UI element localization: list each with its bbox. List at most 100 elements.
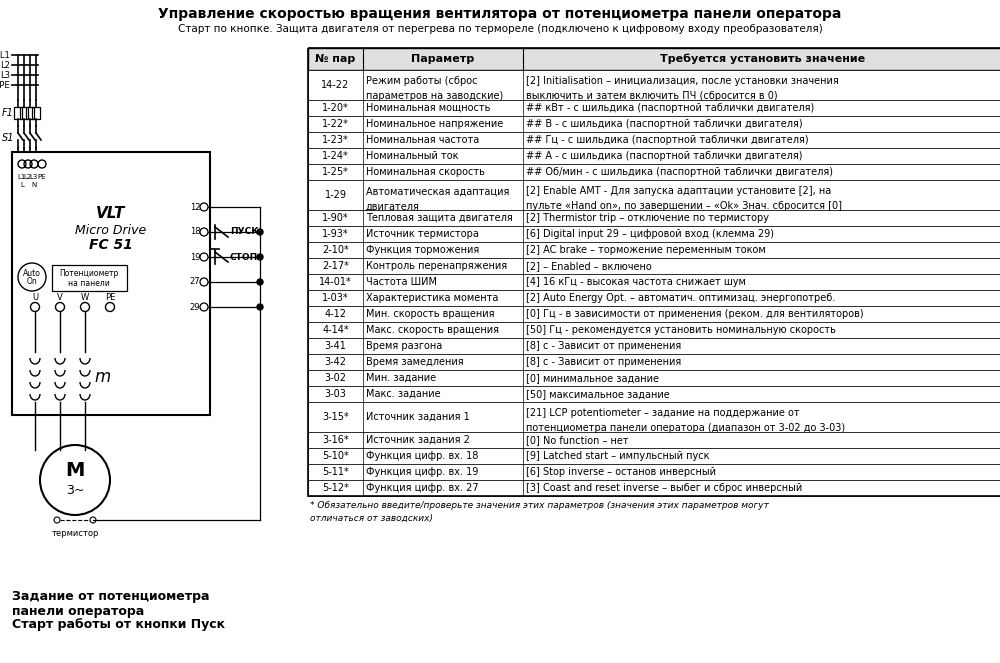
Text: [0] минимальное задание: [0] минимальное задание <box>526 373 659 383</box>
Text: FC 51: FC 51 <box>89 238 133 252</box>
Text: Номинальная частота: Номинальная частота <box>366 135 479 145</box>
Bar <box>308 432 1000 448</box>
Text: Micro Drive: Micro Drive <box>75 223 147 237</box>
Bar <box>12 152 210 415</box>
Bar <box>308 180 1000 210</box>
Circle shape <box>257 279 263 285</box>
Bar <box>308 100 1000 116</box>
Bar <box>308 480 1000 496</box>
Bar <box>308 116 1000 132</box>
Text: Время замедления: Время замедления <box>366 357 464 367</box>
Bar <box>308 164 1000 180</box>
Text: [2] Initialisation – инициализация, после установки значения: [2] Initialisation – инициализация, посл… <box>526 76 839 86</box>
Text: отличаться от заводских): отличаться от заводских) <box>310 514 433 523</box>
Text: Номинальная мощность: Номинальная мощность <box>366 103 490 113</box>
Text: Тепловая защита двигателя: Тепловая защита двигателя <box>366 213 513 223</box>
Circle shape <box>257 229 263 235</box>
Text: V: V <box>57 292 63 302</box>
Text: [2] Auto Energy Opt. – автоматич. оптимизац. энергопотреб.: [2] Auto Energy Opt. – автоматич. оптими… <box>526 293 835 303</box>
Text: L1: L1 <box>18 174 26 180</box>
Text: [2] – Enabled – включено: [2] – Enabled – включено <box>526 261 652 271</box>
Bar <box>308 464 1000 480</box>
Text: двигателя: двигателя <box>366 202 420 211</box>
Text: m: m <box>95 368 111 386</box>
Text: № пар: № пар <box>315 54 356 64</box>
Text: Источник термистора: Источник термистора <box>366 229 479 239</box>
Bar <box>14 107 22 119</box>
Text: 5-10*: 5-10* <box>322 451 349 461</box>
Text: на панели: на панели <box>68 278 110 288</box>
Text: [6] Digital input 29 – цифровой вход (клемма 29): [6] Digital input 29 – цифровой вход (кл… <box>526 229 774 239</box>
Bar <box>308 242 1000 258</box>
Bar <box>308 402 1000 432</box>
Text: [21] LCP potentiometer – задание на поддержание от: [21] LCP potentiometer – задание на подд… <box>526 408 800 418</box>
Text: Мин. скорость вращения: Мин. скорость вращения <box>366 309 494 319</box>
Text: Функция цифр. вх. 19: Функция цифр. вх. 19 <box>366 467 478 477</box>
Text: [2] Enable AMT - Для запуска адаптации установите [2], на: [2] Enable AMT - Для запуска адаптации у… <box>526 186 831 196</box>
Text: [4] 16 кГц - высокая частота снижает шум: [4] 16 кГц - высокая частота снижает шум <box>526 277 746 287</box>
Text: 3-02: 3-02 <box>324 373 347 383</box>
Text: 1-22*: 1-22* <box>322 119 349 129</box>
Text: 14-01*: 14-01* <box>319 277 352 287</box>
Text: Задание от потенциометра
панели оператора: Задание от потенциометра панели оператор… <box>12 590 210 618</box>
Text: 5-12*: 5-12* <box>322 483 349 493</box>
Text: Контроль перенапряжения: Контроль перенапряжения <box>366 261 507 271</box>
Text: * Обязательно введите/проверьте значения этих параметров (значения этих параметр: * Обязательно введите/проверьте значения… <box>310 501 769 510</box>
Text: Макс. скорость вращения: Макс. скорость вращения <box>366 325 499 335</box>
Text: 18: 18 <box>190 227 200 237</box>
Text: 1-03*: 1-03* <box>322 293 349 303</box>
Text: W: W <box>81 292 89 302</box>
Text: 3-15*: 3-15* <box>322 412 349 422</box>
Text: ## Гц - с шильдика (паспортной таблички двигателя): ## Гц - с шильдика (паспортной таблички … <box>526 135 809 145</box>
Circle shape <box>257 254 263 260</box>
Bar <box>308 290 1000 306</box>
Text: ПУСК: ПУСК <box>230 227 259 237</box>
Text: 1-23*: 1-23* <box>322 135 349 145</box>
Text: ## кВт - с шильдика (паспортной таблички двигателя): ## кВт - с шильдика (паспортной таблички… <box>526 103 814 113</box>
Text: Номинальная скорость: Номинальная скорость <box>366 167 485 177</box>
Bar <box>308 448 1000 464</box>
Text: M: M <box>65 461 85 479</box>
Text: 3~: 3~ <box>66 483 84 497</box>
Text: L3: L3 <box>0 70 10 80</box>
Bar <box>308 386 1000 402</box>
Text: 4-12: 4-12 <box>324 309 347 319</box>
Text: 2-10*: 2-10* <box>322 245 349 255</box>
Text: параметров на заводские): параметров на заводские) <box>366 91 503 101</box>
Text: 3-41: 3-41 <box>325 341 346 351</box>
Text: [3] Coast and reset inverse – выбег и сброс инверсный: [3] Coast and reset inverse – выбег и сб… <box>526 483 802 493</box>
Circle shape <box>257 304 263 310</box>
Bar <box>308 354 1000 370</box>
Text: Функция цифр. вх. 27: Функция цифр. вх. 27 <box>366 483 479 493</box>
Text: 27: 27 <box>190 278 200 286</box>
Text: L3: L3 <box>30 174 38 180</box>
Bar <box>308 370 1000 386</box>
Bar <box>308 70 1000 100</box>
Bar <box>308 306 1000 322</box>
Text: N: N <box>31 182 37 188</box>
Text: Макс. задание: Макс. задание <box>366 389 441 399</box>
Text: PE: PE <box>38 174 46 180</box>
Text: Характеристика момента: Характеристика момента <box>366 293 498 303</box>
Bar <box>308 132 1000 148</box>
Text: Автоматическая адаптация: Автоматическая адаптация <box>366 186 509 196</box>
Text: 1-29: 1-29 <box>324 190 347 200</box>
Text: 29: 29 <box>190 302 200 312</box>
Text: 3-42: 3-42 <box>324 357 347 367</box>
Text: Функция торможения: Функция торможения <box>366 245 479 255</box>
Text: Частота ШИМ: Частота ШИМ <box>366 277 437 287</box>
Text: 12: 12 <box>190 202 200 211</box>
Bar <box>308 210 1000 226</box>
Text: Старт по кнопке. Защита двигателя от перегрева по термореле (подключено к цифров: Старт по кнопке. Защита двигателя от пер… <box>178 24 822 34</box>
Text: Функция цифр. вх. 18: Функция цифр. вх. 18 <box>366 451 478 461</box>
Text: L: L <box>20 182 24 188</box>
Text: СТОП: СТОП <box>230 253 258 261</box>
Text: U: U <box>32 292 38 302</box>
Text: [6] Stop inverse – останов инверсный: [6] Stop inverse – останов инверсный <box>526 467 716 477</box>
Bar <box>308 226 1000 242</box>
Text: Параметр: Параметр <box>411 54 475 64</box>
Text: 1-93*: 1-93* <box>322 229 349 239</box>
Bar <box>308 148 1000 164</box>
Text: пульте «Hand on», по завершении – «Ok» Знач. сбросится [0]: пульте «Hand on», по завершении – «Ok» З… <box>526 202 842 211</box>
Text: 4-14*: 4-14* <box>322 325 349 335</box>
